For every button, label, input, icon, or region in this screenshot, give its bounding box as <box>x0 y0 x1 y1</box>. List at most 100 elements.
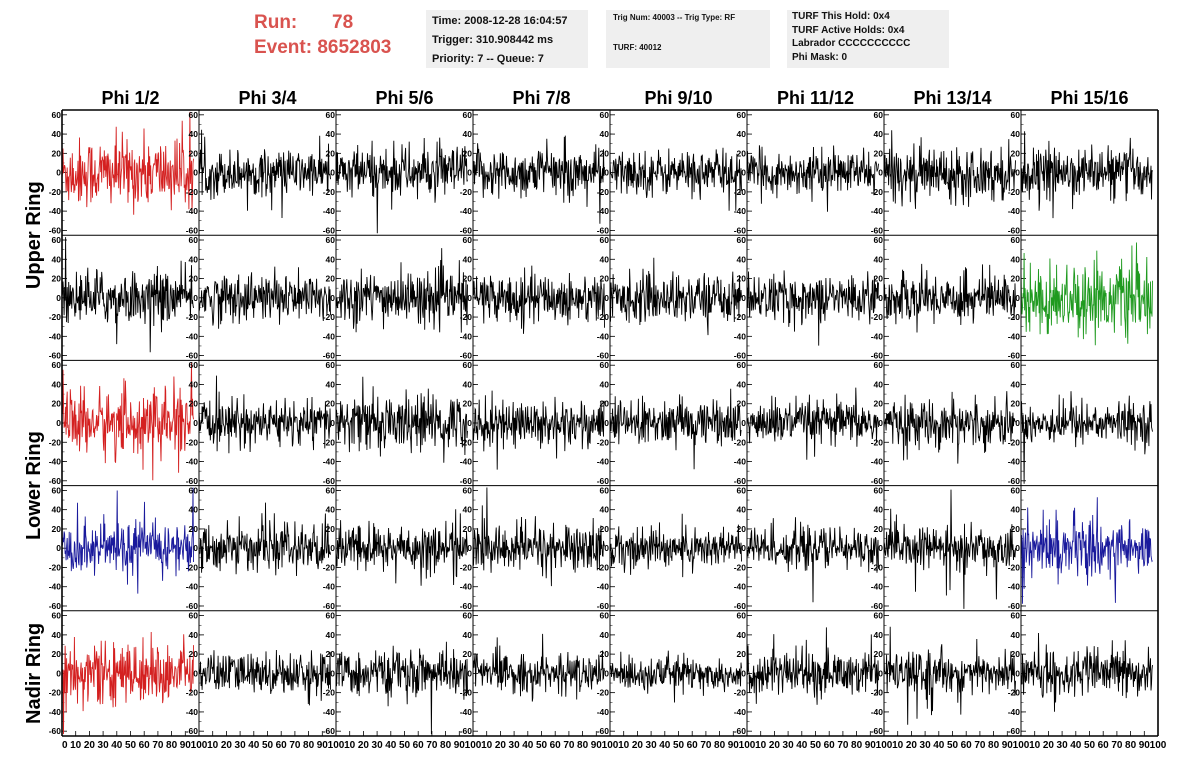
y-tick-label: -60 <box>1008 225 1021 235</box>
y-tick-label: -60 <box>460 601 473 611</box>
x-tick-label: 20 <box>1043 740 1055 751</box>
x-tick-label: 70 <box>700 740 712 751</box>
x-tick-label: 60 <box>687 740 699 751</box>
y-tick-label: -20 <box>460 187 473 197</box>
waveform-trace <box>198 649 331 706</box>
column-label: Phi 7/8 <box>512 88 570 108</box>
waveform-panel: 60 40 20 0 -20 -40 -60 <box>460 611 605 736</box>
y-tick-label: -60 <box>186 225 199 235</box>
y-tick-label: 40 <box>737 254 747 264</box>
waveform-panel: 60 40 20 0 -20 -40 -60 <box>871 110 1016 235</box>
x-tick-label: 70 <box>837 740 849 751</box>
y-tick-label: -60 <box>597 726 610 736</box>
x-tick-label: 90 <box>591 740 603 751</box>
x-tick-label: 30 <box>646 740 658 751</box>
y-tick-label: -20 <box>186 312 199 322</box>
x-tick-label: 90 <box>454 740 466 751</box>
waveform-panel: 60 40 20 0 -20 -40 -60 <box>734 235 879 361</box>
y-tick-label: -40 <box>597 707 610 717</box>
y-tick-label: 40 <box>326 254 336 264</box>
x-tick-label: 10 <box>618 740 630 751</box>
y-tick-label: -20 <box>186 562 199 572</box>
y-tick-label: 20 <box>737 274 747 284</box>
x-tick-label: 100 <box>739 740 756 751</box>
y-tick-label: 60 <box>600 611 610 621</box>
y-tick-label: 20 <box>737 399 747 409</box>
trigger-text: Trigger: 310.908442 ms <box>432 34 554 46</box>
x-tick-label: 50 <box>262 740 274 751</box>
waveform-panel: 60 40 20 0 -20 -40 -60 <box>186 360 331 486</box>
y-tick-label: 40 <box>52 505 62 515</box>
y-tick-label: 60 <box>326 110 336 120</box>
y-tick-label: -40 <box>186 331 199 341</box>
y-tick-label: 60 <box>326 485 336 495</box>
y-tick-label: 60 <box>52 485 62 495</box>
column-label: Phi 9/10 <box>644 88 712 108</box>
y-tick-label: -60 <box>734 601 747 611</box>
y-tick-label: -40 <box>871 582 884 592</box>
y-tick-label: -40 <box>323 582 336 592</box>
y-tick-label: -40 <box>460 457 473 467</box>
y-tick-label: 20 <box>1011 274 1021 284</box>
run-label: Run: <box>254 12 298 33</box>
y-tick-label: -40 <box>49 206 62 216</box>
x-tick-label: 80 <box>851 740 863 751</box>
y-tick-label: -60 <box>871 726 884 736</box>
y-tick-label: 60 <box>326 360 336 370</box>
y-tick-label: 40 <box>463 505 473 515</box>
y-tick-label: 60 <box>463 485 473 495</box>
y-tick-label: -40 <box>460 707 473 717</box>
column-label: Phi 3/4 <box>238 88 296 108</box>
y-tick-label: 40 <box>600 254 610 264</box>
waveform-panel: 60 40 20 0 -20 -40 -60 <box>597 611 742 736</box>
y-tick-label: 20 <box>874 399 884 409</box>
y-tick-label: -20 <box>734 437 747 447</box>
y-tick-label: 0 <box>878 543 883 553</box>
y-tick-label: 0 <box>1015 668 1020 678</box>
waveform-trace <box>61 631 194 735</box>
x-tick-label: 90 <box>1139 740 1151 751</box>
y-tick-label: 20 <box>600 524 610 534</box>
y-tick-label: 40 <box>874 129 884 139</box>
y-tick-label: -20 <box>323 187 336 197</box>
y-tick-label: 60 <box>874 235 884 245</box>
x-tick-label: 20 <box>495 740 507 751</box>
y-tick-label: 0 <box>330 418 335 428</box>
x-tick-label: 90 <box>728 740 740 751</box>
y-tick-label: 40 <box>1011 630 1021 640</box>
y-tick-label: 60 <box>1011 235 1021 245</box>
y-tick-label: -20 <box>871 187 884 197</box>
ring-label: Lower Ring <box>23 431 45 540</box>
ring-label: Nadir Ring <box>23 623 45 724</box>
x-tick-label: 90 <box>865 740 877 751</box>
y-tick-label: 20 <box>874 148 884 158</box>
x-tick-label: 80 <box>1125 740 1137 751</box>
y-tick-label: 0 <box>878 418 883 428</box>
waveform-trace <box>1020 131 1153 219</box>
x-tick-label: 20 <box>632 740 644 751</box>
x-tick-label: 70 <box>974 740 986 751</box>
y-tick-label: -40 <box>871 206 884 216</box>
turf-active-holds-text: TURF Active Holds: 0x4 <box>792 24 905 36</box>
y-tick-label: 40 <box>463 129 473 139</box>
event-label: Event: <box>254 37 313 58</box>
y-tick-label: 60 <box>737 235 747 245</box>
y-tick-label: -60 <box>1008 726 1021 736</box>
y-tick-label: 40 <box>1011 254 1021 264</box>
y-tick-label: 40 <box>463 254 473 264</box>
waveform-trace <box>746 270 879 346</box>
x-tick-label: 100 <box>191 740 208 751</box>
column-label: Phi 15/16 <box>1050 88 1128 108</box>
y-tick-label: 60 <box>874 611 884 621</box>
y-tick-label: -40 <box>323 331 336 341</box>
y-tick-label: 40 <box>52 254 62 264</box>
waveform-trace <box>609 257 742 336</box>
y-tick-label: 0 <box>330 668 335 678</box>
waveform-panel: 60 40 20 0 -20 -40 -60 <box>186 235 331 361</box>
y-tick-label: -20 <box>460 562 473 572</box>
y-tick-label: 0 <box>193 668 198 678</box>
waveform-trace <box>1020 632 1153 712</box>
y-tick-label: -40 <box>597 206 610 216</box>
waveform-trace <box>61 111 194 215</box>
